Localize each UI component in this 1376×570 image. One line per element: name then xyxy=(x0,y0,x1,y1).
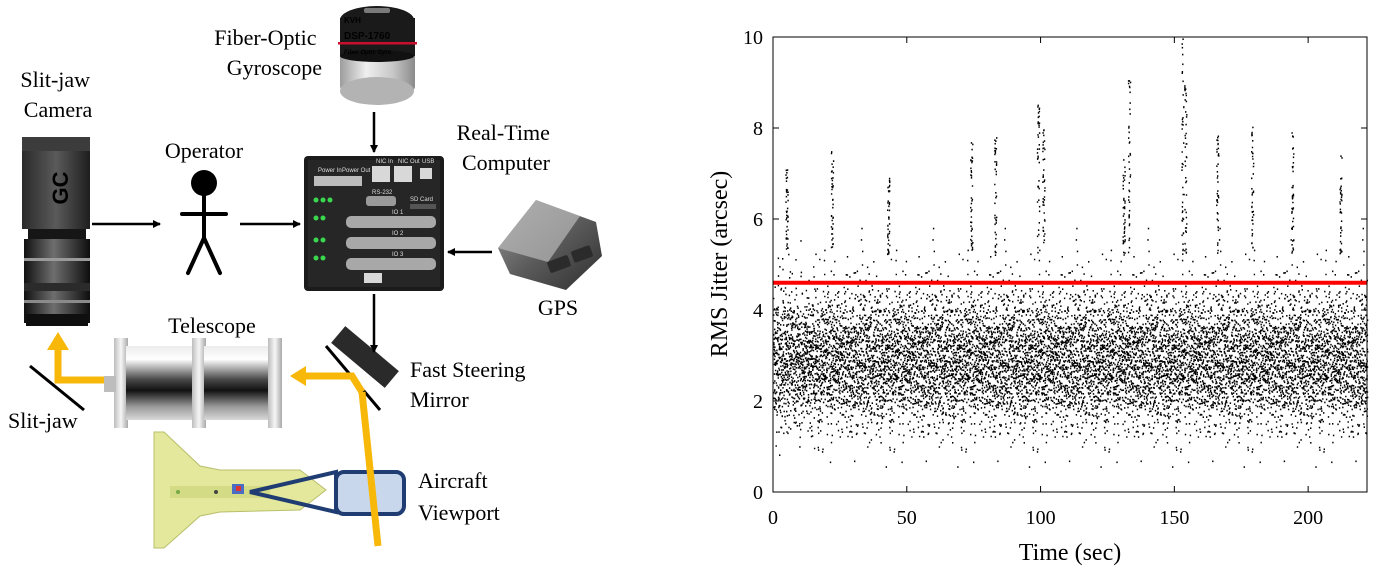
slit-jaw-camera-image: GC xyxy=(22,137,90,326)
aircraft-image xyxy=(153,431,327,549)
port-power-in: Power In xyxy=(318,168,342,174)
signal-arrows xyxy=(92,112,492,353)
label-fsm-line1: Fast Steering xyxy=(410,357,526,382)
scatter-points xyxy=(773,38,1369,468)
port-nic-in: NIC In xyxy=(376,159,393,165)
y-axis-ticks: 0 2 4 6 8 10 xyxy=(743,27,1367,504)
light-arrow-head-telescope xyxy=(290,366,306,386)
gyroscope-image: KVH DSP-1760 Fiber Optic Gyro xyxy=(338,6,417,105)
label-gps: GPS xyxy=(538,295,578,320)
gyro-model: DSP-1760 xyxy=(344,31,391,42)
label-fsm-line2: Mirror xyxy=(410,387,469,412)
port-io2: IO 2 xyxy=(392,231,404,237)
label-fast-steering-mirror: Fast Steering Mirror xyxy=(410,357,531,412)
x-tick-label: 100 xyxy=(1026,507,1056,529)
system-diagram: KVH DSP-1760 Fiber Optic Gyro Fiber-Opti… xyxy=(8,6,602,549)
y-tick-label: 6 xyxy=(753,209,763,231)
port-usb: USB xyxy=(422,159,434,165)
port-io1: IO 1 xyxy=(392,210,404,216)
y-tick-label: 10 xyxy=(743,27,763,49)
y-tick-label: 8 xyxy=(753,118,763,140)
label-gyro-line1: Fiber-Optic xyxy=(214,25,316,50)
x-tick-label: 50 xyxy=(897,507,917,529)
label-fiber-optic-gyroscope: Fiber-Optic Gyroscope xyxy=(214,25,322,80)
label-viewport-line2: Viewport xyxy=(418,500,500,525)
camera-brand: GC xyxy=(48,171,73,204)
port-sd-card: SD Card xyxy=(410,197,433,203)
gps-image xyxy=(498,200,602,290)
plot-area xyxy=(773,37,1367,492)
scatter-point-cloud xyxy=(773,38,1369,468)
label-real-time-computer: Real-Time Computer xyxy=(457,120,556,175)
label-slit-jaw-camera: Slit-jaw Camera xyxy=(20,67,95,122)
label-camera-line1: Slit-jaw xyxy=(20,67,90,92)
x-tick-label: 200 xyxy=(1293,507,1323,529)
jitter-chart: 0 50 100 150 200 0 2 4 6 8 10 Time (sec) RMS Jitt… xyxy=(707,27,1369,566)
plot-frame xyxy=(772,36,1368,493)
light-arrow-head-camera xyxy=(47,332,69,350)
label-aircraft-viewport: Aircraft Viewport xyxy=(418,468,500,525)
port-io3: IO 3 xyxy=(392,252,404,258)
label-camera-line2: Camera xyxy=(24,97,93,122)
x-axis-ticks: 0 50 100 150 200 xyxy=(768,37,1323,529)
label-slit-jaw: Slit-jaw xyxy=(8,408,78,433)
real-time-computer-image: Power In Power Out NIC In NIC Out USB RS… xyxy=(304,156,444,291)
port-rs232: RS-232 xyxy=(372,190,393,196)
label-computer-line1: Real-Time xyxy=(457,120,550,145)
label-viewport-line1: Aircraft xyxy=(418,468,488,493)
gyro-caption: Fiber Optic Gyro xyxy=(344,50,392,56)
label-telescope: Telescope xyxy=(168,313,256,338)
y-tick-label: 2 xyxy=(753,391,763,413)
slit-jaw-mirror xyxy=(29,364,85,412)
port-power-out: Power Out xyxy=(342,168,371,174)
operator-figure xyxy=(180,170,228,275)
label-gyro-line2: Gyroscope xyxy=(227,55,322,80)
light-path xyxy=(54,348,382,547)
x-axis-label: Time (sec) xyxy=(1019,540,1121,566)
x-tick-label: 0 xyxy=(768,507,778,529)
y-tick-label: 4 xyxy=(753,300,763,322)
telescope-image xyxy=(104,338,282,428)
y-tick-label: 0 xyxy=(753,482,763,504)
x-tick-label: 150 xyxy=(1159,507,1189,529)
port-nic-out: NIC Out xyxy=(398,159,420,165)
label-computer-line2: Computer xyxy=(462,150,551,175)
label-operator: Operator xyxy=(165,138,244,163)
gyro-brand: KVH xyxy=(344,16,361,25)
y-axis-label: RMS Jitter (arcsec) xyxy=(707,171,733,358)
